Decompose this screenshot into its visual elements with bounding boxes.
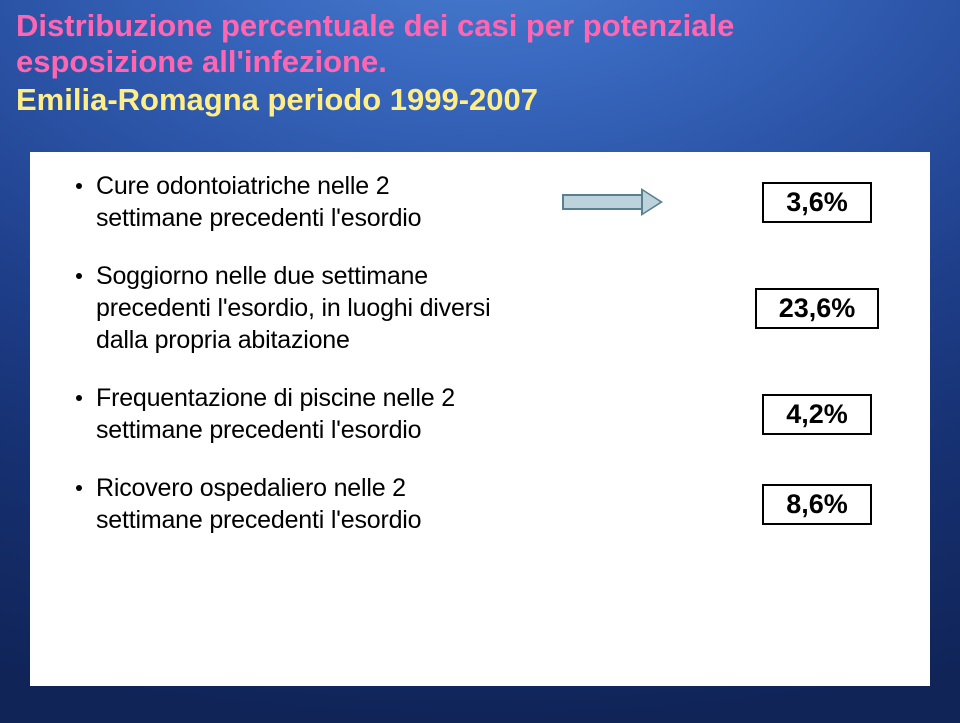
row-left: Ricovero ospedaliero nelle 2 settimane p…: [58, 472, 498, 536]
value-cell: 8,6%: [732, 484, 902, 525]
slide-title-block: Distribuzione percentuale dei casi per p…: [0, 0, 960, 118]
exposure-row: Frequentazione di piscine nelle 2 settim…: [58, 382, 902, 446]
percentage-value: 8,6%: [762, 484, 872, 525]
title-line-2: esposizione all'infezione.: [16, 44, 944, 80]
exposure-row: Ricovero ospedaliero nelle 2 settimane p…: [58, 472, 902, 536]
row-left: Frequentazione di piscine nelle 2 settim…: [58, 382, 498, 446]
value-cell: 3,6%: [732, 182, 902, 223]
value-cell: 4,2%: [732, 394, 902, 435]
exposure-description: Frequentazione di piscine nelle 2 settim…: [96, 382, 498, 446]
arrow-cell: [545, 190, 685, 214]
exposure-description: Soggiorno nelle due settimane precedenti…: [96, 260, 498, 356]
percentage-value: 3,6%: [762, 182, 872, 223]
row-left: Soggiorno nelle due settimane precedenti…: [58, 260, 498, 356]
arrow-right-icon: [562, 190, 668, 214]
title-line-1: Distribuzione percentuale dei casi per p…: [16, 8, 944, 44]
bullet-icon: [76, 273, 82, 279]
exposure-row: Cure odontoiatriche nelle 2 settimane pr…: [58, 170, 902, 234]
percentage-value: 23,6%: [755, 288, 880, 329]
content-panel: Cure odontoiatriche nelle 2 settimane pr…: [30, 152, 930, 686]
percentage-value: 4,2%: [762, 394, 872, 435]
bullet-icon: [76, 485, 82, 491]
title-line-3: Emilia-Romagna periodo 1999-2007: [16, 82, 944, 118]
exposure-row: Soggiorno nelle due settimane precedenti…: [58, 260, 902, 356]
bullet-icon: [76, 395, 82, 401]
row-left: Cure odontoiatriche nelle 2 settimane pr…: [58, 170, 498, 234]
bullet-icon: [76, 183, 82, 189]
exposure-description: Cure odontoiatriche nelle 2 settimane pr…: [96, 170, 498, 234]
value-cell: 23,6%: [732, 288, 902, 329]
exposure-description: Ricovero ospedaliero nelle 2 settimane p…: [96, 472, 498, 536]
